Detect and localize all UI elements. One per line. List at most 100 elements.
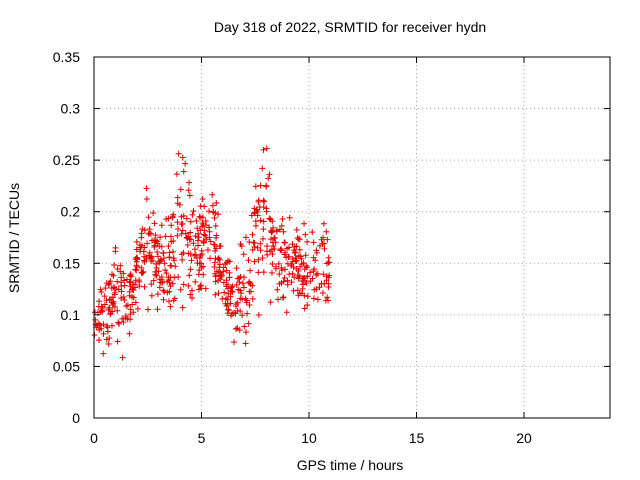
data-point xyxy=(206,234,213,241)
data-point xyxy=(167,262,174,269)
data-point xyxy=(185,187,192,194)
data-point xyxy=(186,272,193,279)
data-point xyxy=(235,286,242,293)
data-point xyxy=(119,354,126,361)
data-point xyxy=(109,271,116,278)
chart-title: Day 318 of 2022, SRMTID for receiver hyd… xyxy=(214,19,486,35)
data-point xyxy=(120,294,127,301)
data-point xyxy=(266,171,273,178)
data-point xyxy=(212,222,219,229)
data-point xyxy=(286,214,293,221)
data-point xyxy=(177,286,184,293)
data-point xyxy=(147,230,154,237)
data-point xyxy=(242,329,249,336)
data-point xyxy=(162,233,169,240)
data-point xyxy=(229,283,236,290)
data-point xyxy=(188,287,195,294)
data-point xyxy=(126,292,133,299)
data-point xyxy=(294,272,301,279)
data-point xyxy=(281,275,288,282)
data-point xyxy=(133,254,140,261)
data-point xyxy=(260,269,267,276)
data-point xyxy=(193,217,200,224)
data-point xyxy=(158,243,165,250)
data-point xyxy=(232,325,239,332)
data-point xyxy=(212,291,219,298)
data-point xyxy=(268,269,275,276)
data-point xyxy=(105,341,112,348)
data-point xyxy=(301,305,308,312)
data-point xyxy=(242,295,249,302)
data-point xyxy=(252,222,259,229)
data-point xyxy=(110,300,117,307)
data-point xyxy=(136,283,143,290)
data-point xyxy=(289,241,296,248)
data-point xyxy=(304,264,311,271)
data-point xyxy=(157,234,164,241)
data-point xyxy=(118,288,125,295)
plot-frame xyxy=(93,56,611,419)
data-point xyxy=(218,272,225,279)
data-point xyxy=(180,249,187,256)
data-point xyxy=(197,283,204,290)
data-point xyxy=(285,244,292,251)
data-point xyxy=(196,254,203,261)
data-point xyxy=(139,226,146,233)
data-point xyxy=(234,307,241,314)
data-point xyxy=(282,249,289,256)
data-point xyxy=(326,272,333,279)
data-point xyxy=(321,280,328,287)
data-point xyxy=(211,214,218,221)
data-point xyxy=(158,222,165,229)
data-point xyxy=(298,290,305,297)
data-point xyxy=(209,191,216,198)
data-point xyxy=(260,197,267,204)
data-point xyxy=(145,214,152,221)
data-point xyxy=(109,294,116,301)
data-point xyxy=(289,258,296,265)
data-point xyxy=(215,277,222,284)
data-point xyxy=(143,185,150,192)
data-point xyxy=(267,236,274,243)
data-point xyxy=(237,295,244,302)
data-point xyxy=(117,268,124,275)
data-point xyxy=(310,295,317,302)
data-point xyxy=(167,283,174,290)
data-point xyxy=(264,243,271,250)
data-point xyxy=(126,330,133,337)
data-point xyxy=(194,259,201,266)
data-point xyxy=(280,278,287,285)
data-point xyxy=(127,271,134,278)
data-point xyxy=(269,239,276,246)
data-point xyxy=(280,228,287,235)
data-point xyxy=(150,277,157,284)
data-point xyxy=(148,258,155,265)
data-point xyxy=(104,324,111,331)
data-point xyxy=(255,256,262,263)
data-point xyxy=(259,165,266,172)
data-point xyxy=(174,219,181,226)
data-point xyxy=(260,218,267,225)
data-point xyxy=(227,300,234,307)
data-point xyxy=(263,205,270,212)
data-point xyxy=(168,222,175,229)
data-point xyxy=(148,281,155,288)
data-point xyxy=(233,281,240,288)
data-point xyxy=(271,235,278,242)
data-point xyxy=(239,312,246,319)
data-point xyxy=(257,240,264,247)
data-point xyxy=(143,196,150,203)
data-point xyxy=(257,182,264,189)
data-point xyxy=(318,236,325,243)
data-point xyxy=(161,288,168,295)
y-tick-label: 0.3 xyxy=(61,101,81,117)
data-point xyxy=(292,254,299,261)
data-point xyxy=(99,304,106,311)
data-point xyxy=(150,209,157,216)
data-point xyxy=(293,257,300,264)
data-point xyxy=(217,242,224,249)
data-point xyxy=(160,287,167,294)
data-point xyxy=(242,340,249,347)
data-point xyxy=(204,247,211,254)
data-point xyxy=(275,260,282,267)
